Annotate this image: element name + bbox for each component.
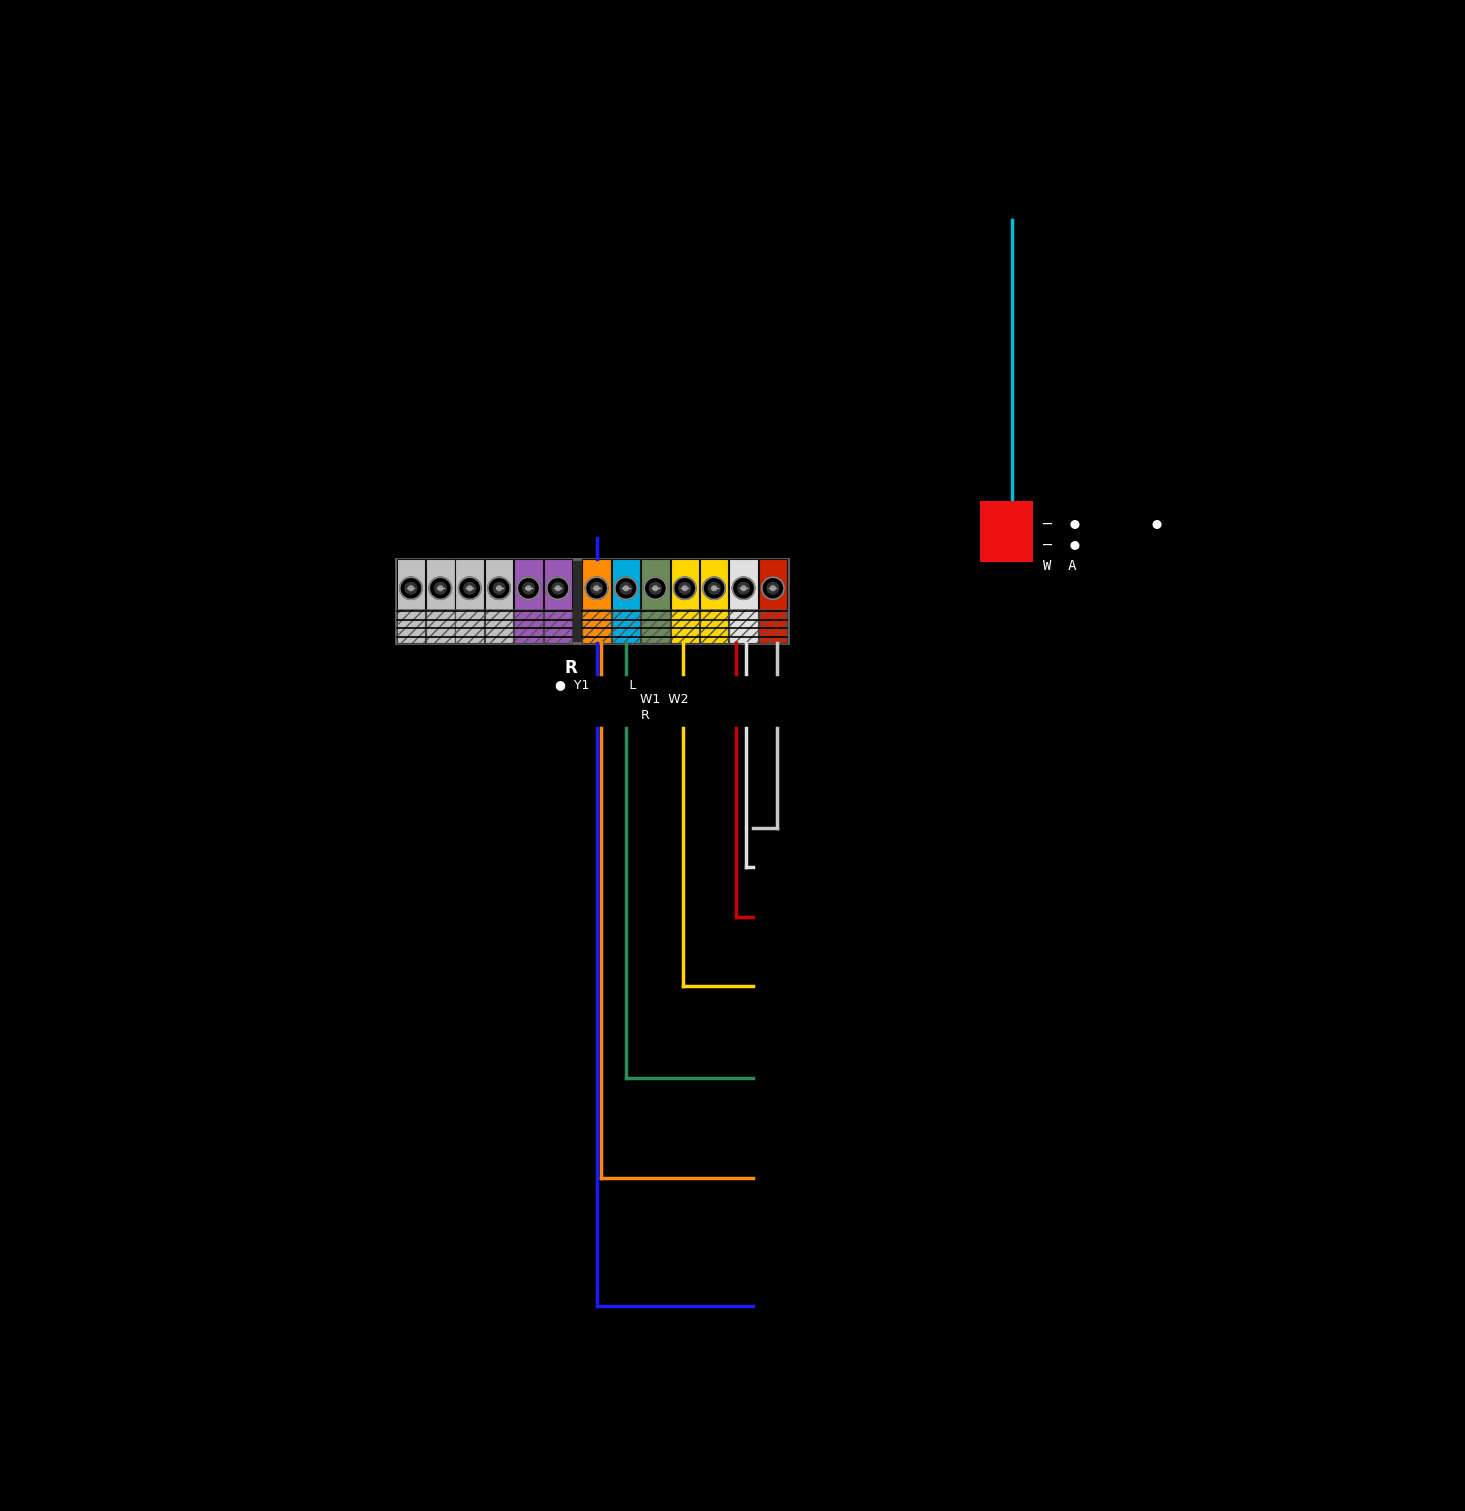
Bar xyxy=(730,559,757,644)
Circle shape xyxy=(429,577,451,600)
Circle shape xyxy=(517,577,539,600)
Circle shape xyxy=(683,586,687,591)
Circle shape xyxy=(620,582,631,594)
Circle shape xyxy=(653,586,658,591)
Bar xyxy=(642,559,670,644)
Circle shape xyxy=(526,586,530,591)
Circle shape xyxy=(438,586,442,591)
Text: W1  W2: W1 W2 xyxy=(640,694,689,706)
Circle shape xyxy=(771,586,775,591)
Text: —  ●: — ● xyxy=(1043,536,1080,552)
Bar xyxy=(514,609,542,644)
Circle shape xyxy=(741,586,746,591)
Circle shape xyxy=(762,577,784,600)
Circle shape xyxy=(546,577,568,600)
Circle shape xyxy=(523,582,535,594)
Circle shape xyxy=(678,582,690,594)
Bar xyxy=(730,609,757,644)
Bar xyxy=(485,609,513,644)
Bar xyxy=(759,609,787,644)
Bar xyxy=(612,559,640,644)
Circle shape xyxy=(624,586,628,591)
Text: —  ●        ●: — ● ● xyxy=(1043,517,1162,532)
Circle shape xyxy=(494,582,505,594)
Bar xyxy=(700,609,728,644)
Text: R: R xyxy=(640,709,649,722)
Bar xyxy=(426,559,454,644)
Bar xyxy=(397,609,425,644)
Text: W  A: W A xyxy=(1043,559,1077,573)
Bar xyxy=(396,559,788,644)
Circle shape xyxy=(555,586,560,591)
Circle shape xyxy=(738,582,750,594)
Circle shape xyxy=(467,586,472,591)
Bar xyxy=(456,559,483,644)
Circle shape xyxy=(645,577,667,600)
Bar xyxy=(456,609,483,644)
Bar xyxy=(485,559,513,644)
Bar xyxy=(544,609,573,644)
Circle shape xyxy=(703,577,725,600)
Bar xyxy=(612,609,640,644)
Circle shape xyxy=(586,577,608,600)
Circle shape xyxy=(459,577,481,600)
Circle shape xyxy=(615,577,637,600)
Circle shape xyxy=(400,577,422,600)
Bar xyxy=(582,559,611,644)
Bar xyxy=(582,609,611,644)
Circle shape xyxy=(435,582,447,594)
Bar xyxy=(514,559,542,644)
Bar xyxy=(642,609,670,644)
Circle shape xyxy=(768,582,779,594)
Circle shape xyxy=(404,582,418,594)
Circle shape xyxy=(712,586,716,591)
Bar xyxy=(671,559,699,644)
Circle shape xyxy=(497,586,501,591)
Circle shape xyxy=(552,582,564,594)
Bar xyxy=(671,609,699,644)
Circle shape xyxy=(464,582,476,594)
Text: ●  Y1          L: ● Y1 L xyxy=(555,678,636,691)
Circle shape xyxy=(708,582,719,594)
Circle shape xyxy=(595,586,599,591)
Bar xyxy=(759,559,787,644)
Bar xyxy=(980,500,1033,562)
Bar xyxy=(397,559,425,644)
Circle shape xyxy=(590,582,602,594)
Bar xyxy=(426,609,454,644)
Circle shape xyxy=(488,577,510,600)
Circle shape xyxy=(409,586,413,591)
Bar xyxy=(544,559,573,644)
Text: R: R xyxy=(564,659,577,677)
Circle shape xyxy=(649,582,661,594)
Bar xyxy=(700,559,728,644)
Circle shape xyxy=(674,577,696,600)
Circle shape xyxy=(732,577,754,600)
